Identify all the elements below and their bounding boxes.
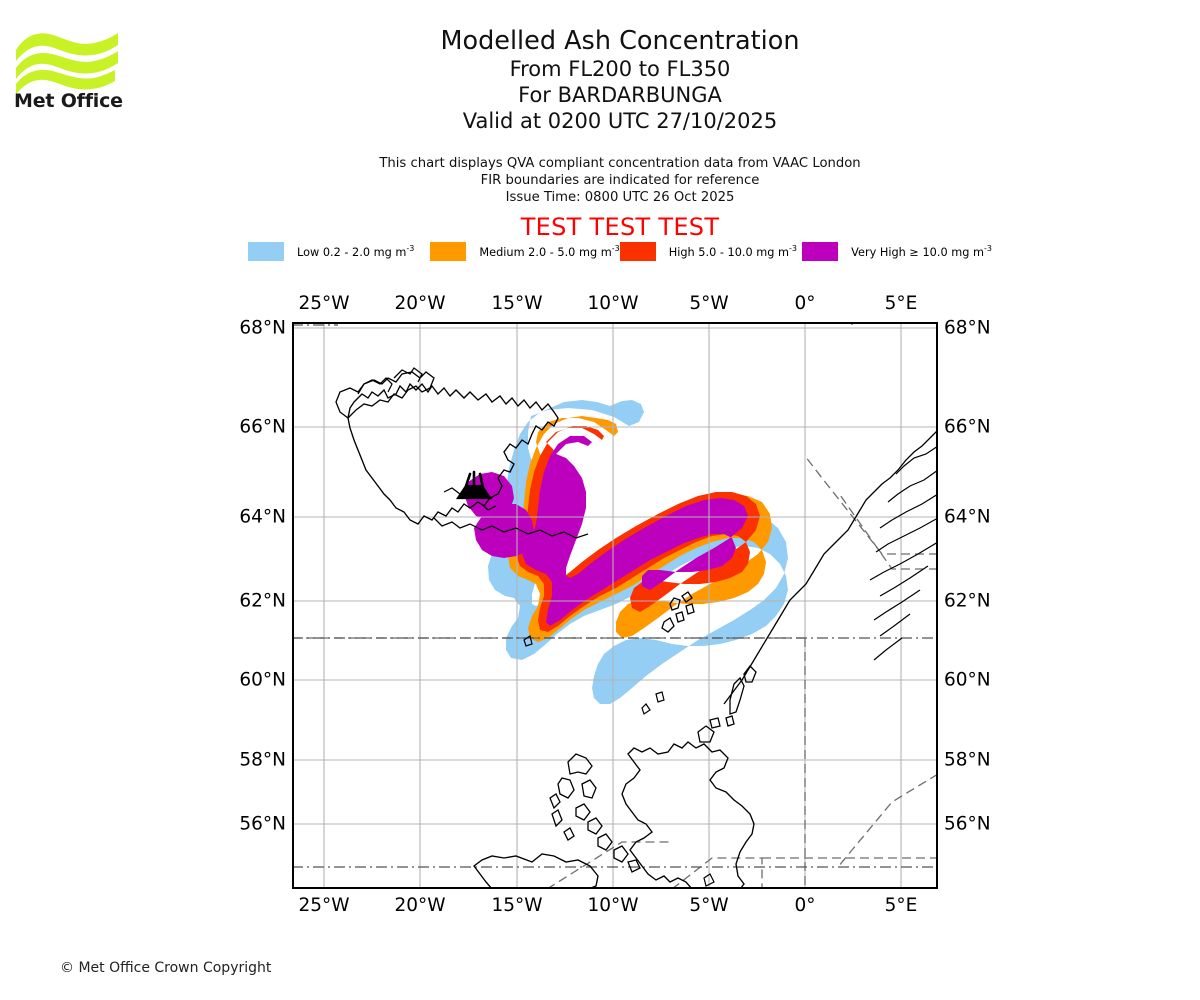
x-tick-top-5°W: 5°W	[689, 293, 729, 314]
x-tick-top-15°W: 15°W	[491, 293, 543, 314]
map-frame-border	[292, 322, 938, 889]
great-britain-coastline	[621, 741, 755, 889]
legend-swatch-low	[248, 241, 284, 261]
y-tick-right-66°N: 66°N	[944, 416, 991, 438]
legend-label-low: Low 0.2 - 2.0 mg m-3	[297, 243, 415, 259]
y-tick-right-56°N: 56°N	[944, 813, 991, 835]
y-tick-right-68°N: 68°N	[944, 317, 991, 339]
subtitle-valid-time: Valid at 0200 UTC 27/10/2025	[462, 109, 778, 133]
y-tick-left-66°N: 66°N	[239, 416, 286, 438]
y-tick-right-58°N: 58°N	[944, 749, 991, 771]
legend-exponent-low: -3	[406, 243, 415, 253]
note-fir: FIR boundaries are indicated for referen…	[480, 172, 760, 188]
legend-swatch-high	[619, 241, 656, 261]
orkney-islands-coastline	[697, 717, 721, 743]
ireland-coastline	[473, 853, 599, 889]
test-banner: TEST TEST TEST	[520, 213, 720, 241]
x-tick-top-20°W: 20°W	[394, 293, 446, 314]
fir-boundary-dashdot	[292, 324, 938, 868]
misc-islets	[523, 635, 715, 887]
page-title: Modelled Ash Concentration	[440, 26, 800, 56]
x-tick-bottom-0°: 0°	[794, 895, 816, 916]
legend-swatch-very-high	[802, 241, 839, 261]
note-issue-time: Issue Time: 0800 UTC 26 Oct 2025	[505, 189, 735, 205]
iceland-westfjords	[335, 371, 435, 419]
x-tick-bottom-5°E: 5°E	[884, 895, 918, 916]
iceland-coastline	[347, 382, 559, 525]
legend-label-very-high: Very High ≥ 10.0 mg m-3	[851, 243, 992, 259]
x-tick-bottom-15°W: 15°W	[491, 895, 543, 916]
met-office-waves-logo-icon	[14, 24, 134, 114]
subtitle-flight-levels: From FL200 to FL350	[509, 57, 731, 81]
map-plot-area[interactable]	[292, 322, 938, 889]
y-tick-left-64°N: 64°N	[239, 506, 286, 528]
norway-fjord-detail	[869, 445, 938, 661]
legend-exponent-high: -3	[789, 243, 798, 253]
x-tick-bottom-5°W: 5°W	[689, 895, 729, 916]
x-tick-bottom-25°W: 25°W	[298, 895, 350, 916]
y-tick-left-60°N: 60°N	[239, 669, 286, 691]
faroe-islands-coastline	[661, 591, 695, 633]
legend-item-high: High 5.0 - 10.0 mg m-3	[619, 241, 802, 261]
x-tick-top-25°W: 25°W	[298, 293, 350, 314]
legend-label-high: High 5.0 - 10.0 mg m-3	[668, 243, 798, 259]
y-tick-left-68°N: 68°N	[239, 317, 286, 339]
x-tick-top-0°: 0°	[794, 293, 816, 314]
y-tick-left-58°N: 58°N	[239, 749, 286, 771]
map-canvas	[292, 322, 938, 889]
legend-item-medium: Medium 2.0 - 5.0 mg m-3	[430, 241, 620, 261]
y-tick-right-60°N: 60°N	[944, 669, 991, 691]
legend-item-low: Low 0.2 - 2.0 mg m-3	[248, 241, 430, 261]
brand-name: Met Office	[14, 90, 123, 112]
y-tick-right-62°N: 62°N	[944, 590, 991, 612]
x-tick-bottom-20°W: 20°W	[394, 895, 446, 916]
note-qva: This chart displays QVA compliant concen…	[379, 156, 861, 171]
ash-contour-very-high	[522, 436, 748, 626]
y-tick-left-56°N: 56°N	[239, 813, 286, 835]
notes-block: This chart displays QVA compliant concen…	[260, 156, 980, 206]
x-tick-bottom-10°W: 10°W	[587, 895, 639, 916]
subtitle-volcano: For BARDARBUNGA	[518, 83, 722, 107]
legend-swatch-medium	[430, 241, 467, 261]
title-block: Modelled Ash Concentration From FL200 to…	[260, 26, 980, 134]
norway-coastline	[723, 429, 938, 705]
copyright-notice: © Met Office Crown Copyright	[60, 960, 272, 976]
outer-hebrides	[557, 777, 575, 799]
graticule-gridlines	[292, 322, 938, 889]
legend: Low 0.2 - 2.0 mg m-3 Medium 2.0 - 5.0 mg…	[248, 240, 992, 262]
volcano-marker-icon	[455, 470, 493, 500]
iceland-inner-detail	[357, 367, 589, 539]
hebrides-coastline	[549, 753, 641, 873]
y-tick-left-62°N: 62°N	[239, 590, 286, 612]
legend-exponent-very-high: -3	[984, 243, 992, 253]
x-tick-top-10°W: 10°W	[587, 293, 639, 314]
legend-exponent-medium: -3	[611, 243, 620, 253]
y-tick-right-64°N: 64°N	[944, 506, 991, 528]
legend-item-very-high: Very High ≥ 10.0 mg m-3	[802, 241, 992, 261]
x-tick-top-5°E: 5°E	[884, 293, 918, 314]
legend-label-medium: Medium 2.0 - 5.0 mg m-3	[479, 243, 620, 259]
